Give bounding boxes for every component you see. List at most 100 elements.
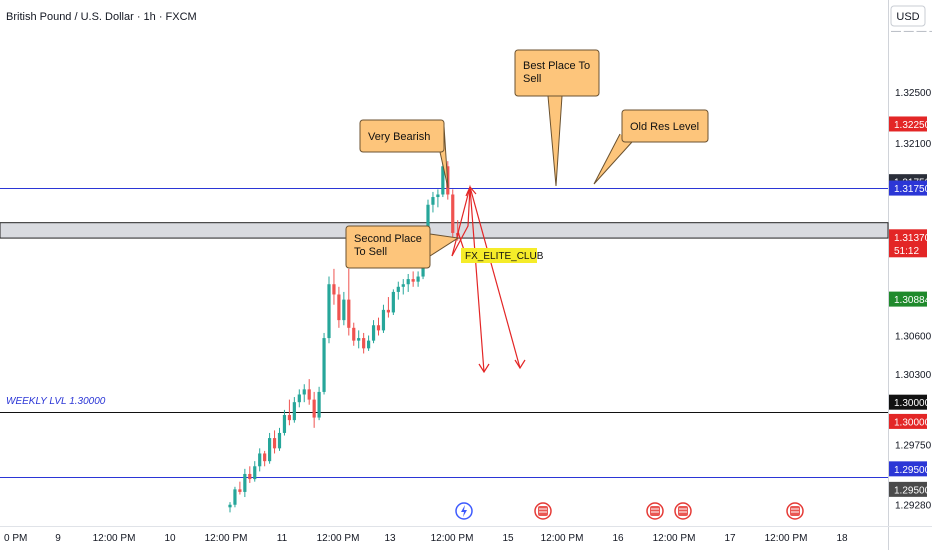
price-tag-label: 1.32250	[894, 120, 931, 131]
candle-body	[233, 489, 237, 505]
x-tick-label: 12:00 PM	[653, 533, 696, 544]
candle-body	[322, 338, 326, 392]
candle-body	[381, 309, 386, 331]
candle-body	[357, 338, 361, 341]
candle-body	[253, 466, 257, 480]
arrow-head-1	[514, 359, 526, 370]
callout-tail	[547, 95, 563, 187]
x-tick-label: 13	[384, 533, 396, 544]
candles	[228, 161, 460, 513]
candle-body	[386, 309, 390, 313]
x-tick-label: 12:00 PM	[317, 533, 360, 544]
callout-text: Best Place To	[523, 60, 590, 72]
candle-body	[327, 284, 331, 339]
candle-body	[248, 473, 252, 480]
candle-body	[337, 294, 341, 321]
candle-body	[441, 166, 445, 195]
y-tick-label: 1.29280	[895, 501, 932, 512]
candle-body	[347, 299, 351, 328]
candle-body	[297, 394, 301, 403]
y-axis: 1.32500 1.32100 1.30600 1.30300 1.29750 1.292…	[895, 88, 932, 512]
price-tag	[889, 394, 927, 410]
candle-body	[258, 453, 262, 467]
x-tick-label: 15	[502, 533, 514, 544]
chart-title: British Pound / U.S. Dollar · 1h · FXCM	[6, 11, 197, 23]
flag-icon	[538, 506, 548, 516]
candle-body	[411, 279, 415, 282]
price-tag-label: 1.30000	[894, 398, 931, 409]
candle-body	[451, 194, 455, 233]
candle-body	[292, 402, 296, 421]
candle-body	[426, 204, 430, 239]
candle-body	[342, 299, 346, 321]
candle-body	[317, 391, 321, 418]
callout-box	[359, 119, 445, 153]
projection-arrow-0	[451, 186, 485, 373]
flag-icon	[650, 506, 660, 516]
x-tick-label: 12:00 PM	[431, 533, 474, 544]
currency-box[interactable]	[890, 5, 926, 27]
x-axis: 0 PM 9 12:00 PM 10 12:00 PM 11 12:00 PM 13 12:00…	[4, 533, 848, 544]
price-tag	[889, 291, 927, 307]
candle-body	[282, 415, 287, 433]
callout-text: To Sell	[354, 246, 387, 258]
x-tick-label: 9	[55, 533, 61, 544]
candle-body	[243, 473, 247, 492]
flag-icon	[678, 506, 688, 516]
candle-body	[307, 389, 311, 400]
y-tick-label: 1.32500	[895, 88, 932, 99]
y-tick-label: 1.30600	[895, 332, 932, 343]
callout-tail	[429, 233, 460, 257]
candle-body	[362, 338, 366, 349]
candle-body	[396, 286, 400, 292]
candle-body	[371, 325, 376, 341]
candle-body	[436, 194, 440, 198]
x-tick-label: 18	[836, 533, 848, 544]
candle-body	[312, 399, 316, 418]
candle-body	[367, 340, 371, 349]
price-tag-countdown: 51:12	[894, 246, 919, 257]
x-tick-label: 16	[612, 533, 624, 544]
callout-1: Old Res Level	[593, 109, 709, 185]
candle-body	[431, 197, 435, 205]
projection-arrow-1	[451, 184, 521, 369]
x-tick-label: 12:00 PM	[765, 533, 808, 544]
currency-label: USD	[896, 11, 919, 23]
price-tag	[889, 180, 927, 196]
candle-body	[238, 489, 242, 492]
candle-body	[263, 453, 267, 462]
y-tick-label: 1.29750	[895, 440, 932, 451]
candle-body	[302, 389, 306, 395]
price-tag	[889, 413, 927, 429]
economic-event-icon	[674, 502, 692, 520]
callout-box	[345, 225, 431, 269]
price-tag-label: 1.29500	[894, 485, 931, 496]
callout-text: Old Res Level	[630, 121, 699, 133]
price-tag	[889, 481, 927, 497]
price-tag-label: 1.30884	[894, 295, 931, 306]
badge-label: FX_ELITE_CLUB	[465, 251, 544, 262]
weekly-level-label: WEEKLY LVL 1.30000	[6, 396, 106, 407]
candle-body	[391, 291, 395, 313]
callout-text: Very Bearish	[368, 131, 430, 143]
price-tag-label: 1.31370	[894, 233, 931, 244]
y-tick-faded: — — — —	[891, 26, 932, 37]
candle-body	[272, 438, 277, 449]
x-tick-label: 11	[277, 533, 288, 544]
candle-body	[352, 327, 356, 341]
arrow-head-up	[465, 185, 477, 197]
callout-box	[514, 49, 600, 97]
candle-body	[416, 276, 420, 282]
flag-icon	[790, 506, 800, 516]
economic-event-icon	[786, 502, 804, 520]
economic-event-icon	[534, 502, 552, 520]
callout-box	[621, 109, 709, 143]
lightning-icon	[461, 505, 467, 517]
price-tag	[889, 229, 927, 258]
y-tick-label: 1.30300	[895, 370, 932, 381]
x-tick-label: 17	[724, 533, 736, 544]
price-tag	[889, 116, 927, 132]
x-tick-label: 12:00 PM	[93, 533, 136, 544]
